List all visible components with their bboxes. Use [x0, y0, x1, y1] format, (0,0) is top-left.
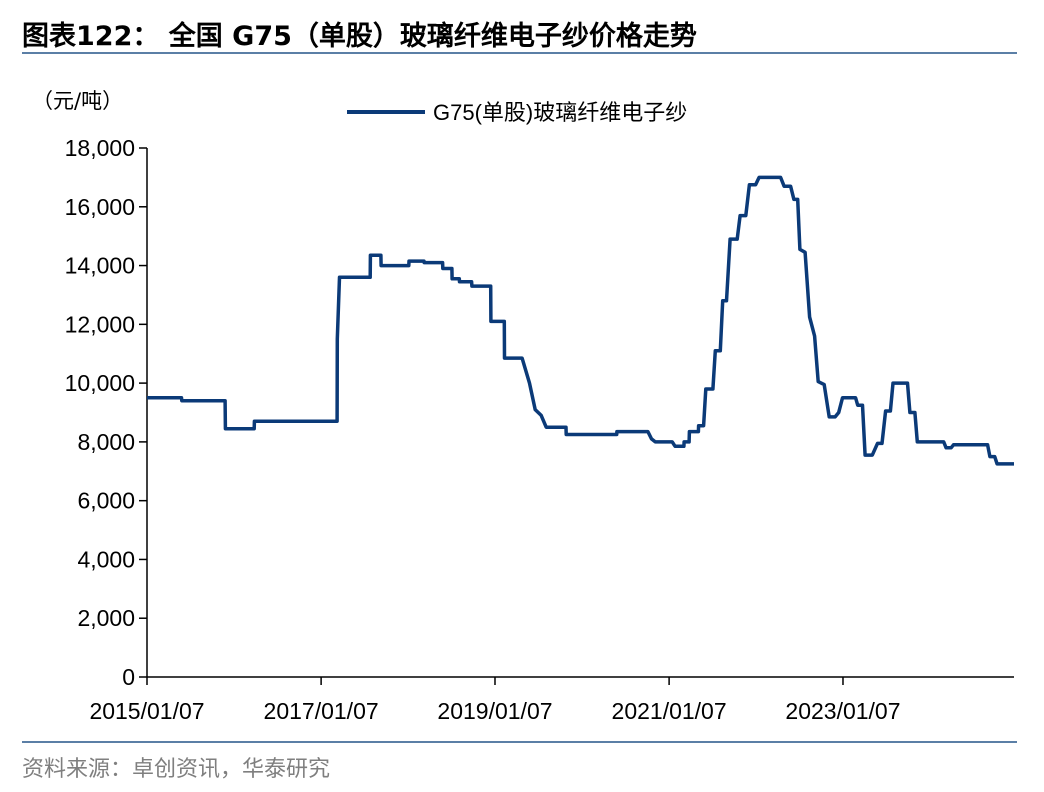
y-tick-label: 16,000 [65, 194, 135, 220]
axis-ticks: 0 2,000 4,000 6,000 8,000 10,000 12,000 14,000 1… [65, 135, 901, 724]
x-tick-label: 2017/01/07 [264, 698, 379, 724]
y-tick-label: 0 [122, 664, 135, 690]
legend: G75(单股)玻璃纤维电子纱 [347, 100, 687, 125]
y-tick-label: 8,000 [77, 429, 135, 455]
y-tick-label: 10,000 [65, 370, 135, 396]
legend-label-g75: G75(单股)玻璃纤维电子纱 [433, 100, 687, 125]
series-layer [147, 175, 1015, 466]
x-tick-label: 2023/01/07 [785, 698, 900, 724]
x-tick-label: 2015/01/07 [89, 698, 204, 724]
footer-divider [22, 741, 1017, 743]
title-divider [22, 52, 1017, 54]
y-tick-label: 14,000 [65, 253, 135, 279]
axes [146, 148, 1014, 678]
x-tick-label: 2021/01/07 [612, 698, 727, 724]
y-tick-label: 4,000 [77, 546, 135, 572]
series-line-g75 [147, 175, 1015, 466]
y-tick-label: 18,000 [65, 135, 135, 161]
y-tick-label: 6,000 [77, 488, 135, 514]
y-axis-unit-label: （元/吨） [32, 89, 123, 113]
x-tick-label: 2019/01/07 [437, 698, 552, 724]
y-tick-label: 12,000 [65, 311, 135, 337]
chart-title: 图表122： 全国 G75（单股）玻璃纤维电子纱价格走势 [22, 21, 697, 52]
source-note: 资料来源：卓创资讯，华泰研究 [22, 757, 331, 782]
y-tick-label: 2,000 [77, 605, 135, 631]
